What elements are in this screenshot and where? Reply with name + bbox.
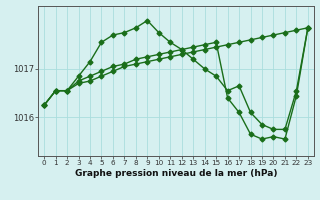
X-axis label: Graphe pression niveau de la mer (hPa): Graphe pression niveau de la mer (hPa) bbox=[75, 169, 277, 178]
